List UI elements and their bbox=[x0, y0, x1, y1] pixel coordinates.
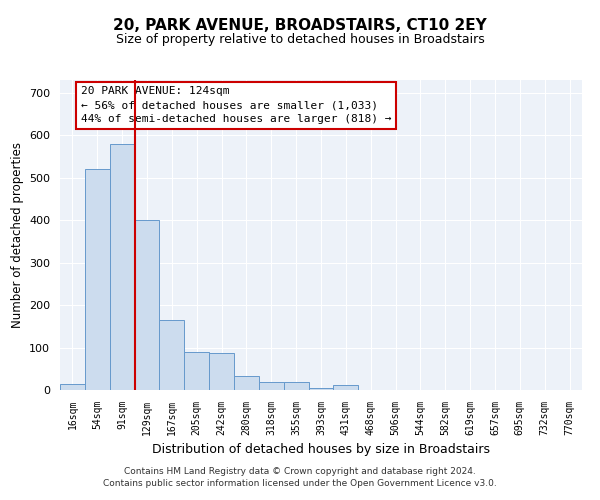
Text: 20, PARK AVENUE, BROADSTAIRS, CT10 2EY: 20, PARK AVENUE, BROADSTAIRS, CT10 2EY bbox=[113, 18, 487, 32]
Bar bbox=[134, 220, 160, 390]
Bar bbox=[85, 169, 110, 390]
Bar bbox=[110, 144, 134, 390]
Text: Size of property relative to detached houses in Broadstairs: Size of property relative to detached ho… bbox=[116, 32, 484, 46]
Text: Contains HM Land Registry data © Crown copyright and database right 2024.: Contains HM Land Registry data © Crown c… bbox=[124, 467, 476, 476]
Bar bbox=[308, 388, 334, 390]
Bar bbox=[259, 382, 284, 390]
Bar bbox=[184, 352, 209, 390]
Bar bbox=[160, 320, 184, 390]
Bar bbox=[60, 384, 85, 390]
X-axis label: Distribution of detached houses by size in Broadstairs: Distribution of detached houses by size … bbox=[152, 444, 490, 456]
Bar bbox=[284, 382, 308, 390]
Bar bbox=[334, 385, 358, 390]
Bar bbox=[209, 353, 234, 390]
Bar bbox=[234, 376, 259, 390]
Y-axis label: Number of detached properties: Number of detached properties bbox=[11, 142, 23, 328]
Text: Contains public sector information licensed under the Open Government Licence v3: Contains public sector information licen… bbox=[103, 478, 497, 488]
Text: 20 PARK AVENUE: 124sqm
← 56% of detached houses are smaller (1,033)
44% of semi-: 20 PARK AVENUE: 124sqm ← 56% of detached… bbox=[81, 86, 391, 124]
